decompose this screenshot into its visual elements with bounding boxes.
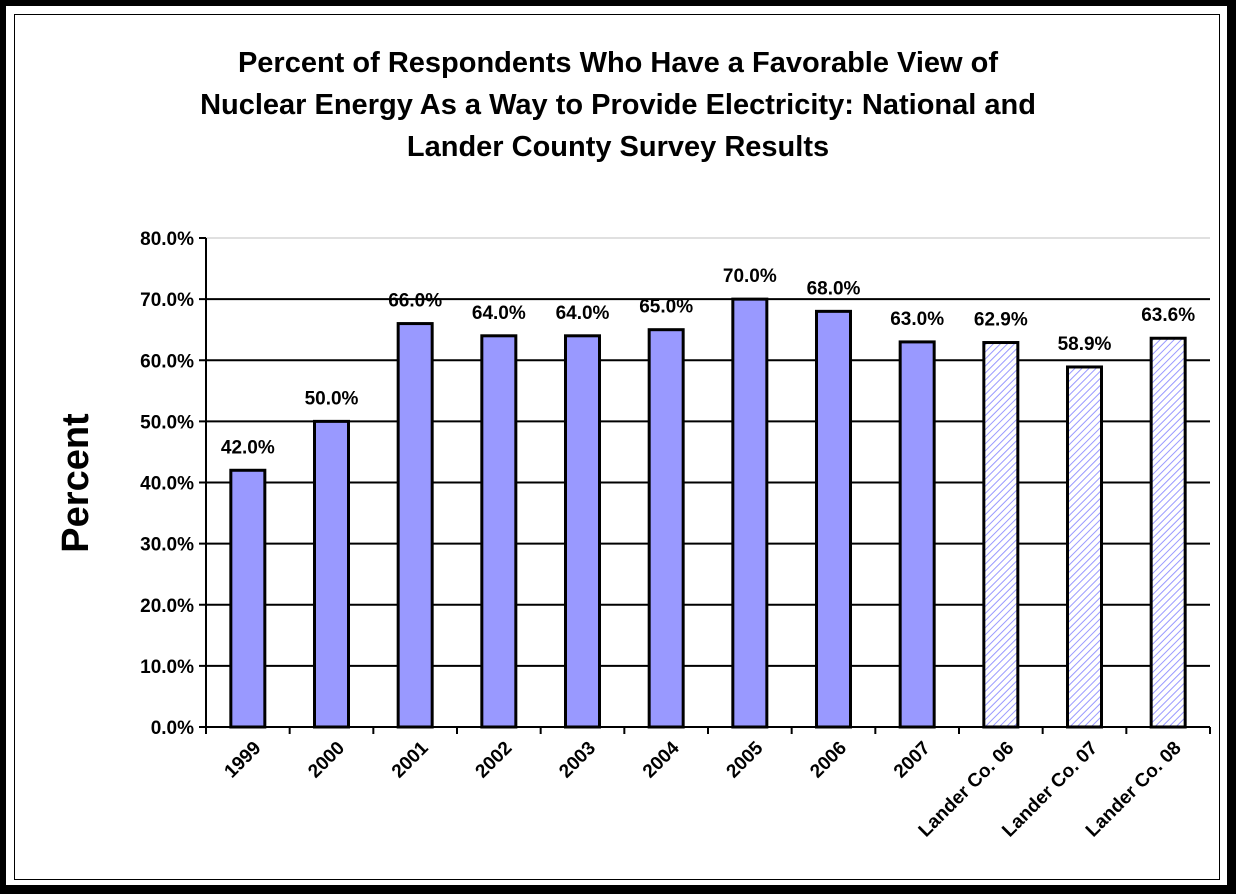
data-label: 63.0% [890,309,944,330]
data-label: 63.6% [1141,305,1195,326]
data-label: 62.9% [974,310,1028,331]
data-label: 58.9% [1058,334,1112,355]
bar [229,468,267,729]
chart-title: Percent of Respondents Who Have a Favora… [100,42,1136,168]
category-label: 2007 [890,738,935,783]
category-label: 2002 [472,738,517,783]
y-tick-label: 10.0% [140,657,194,678]
category-label: 2005 [723,737,768,782]
chart-title-line-3: Lander County Survey Results [406,131,830,163]
data-label: 66.0% [388,291,442,312]
y-axis-title: Percent [55,413,97,553]
data-label: 64.0% [472,303,526,324]
bar [731,297,769,729]
bar [815,309,852,729]
category-label: 2006 [806,738,851,783]
chart-title-line-1: Percent of Respondents Who Have a Favora… [237,47,999,79]
bar [982,341,1020,729]
category-label: 1999 [221,738,266,783]
y-tick-label: 50.0% [140,412,194,433]
category-label: 2004 [639,737,684,782]
bar [480,334,518,729]
bar [396,322,434,729]
data-label: 70.0% [723,266,777,287]
y-tick-label: 70.0% [140,290,194,311]
y-tick-label: 0.0% [151,718,194,739]
gridlines [206,237,1210,667]
y-tick-label: 80.0% [140,229,194,250]
bar [313,419,350,729]
category-label: 2003 [555,738,600,783]
y-tick-label: 60.0% [140,351,194,372]
y-tick-label: 30.0% [140,535,194,556]
data-label: 68.0% [807,278,861,299]
y-tick-label: 20.0% [140,596,194,617]
chart-title-line-2: Nuclear Energy As a Way to Provide Elect… [200,89,1036,121]
y-tick-label: 40.0% [140,474,194,495]
bar [564,334,601,729]
data-label: 65.0% [639,297,693,318]
bar [1149,336,1187,729]
category-label: 2000 [304,738,349,783]
data-label: 50.0% [305,388,359,409]
category-label: 2001 [388,737,433,782]
data-label: 64.0% [556,303,610,324]
chart-area-border [14,14,1220,880]
bar [1066,365,1103,729]
bar [898,340,936,729]
bars [229,297,1187,729]
data-label: 42.0% [221,437,275,458]
bar [647,328,685,729]
axes [199,237,1211,734]
